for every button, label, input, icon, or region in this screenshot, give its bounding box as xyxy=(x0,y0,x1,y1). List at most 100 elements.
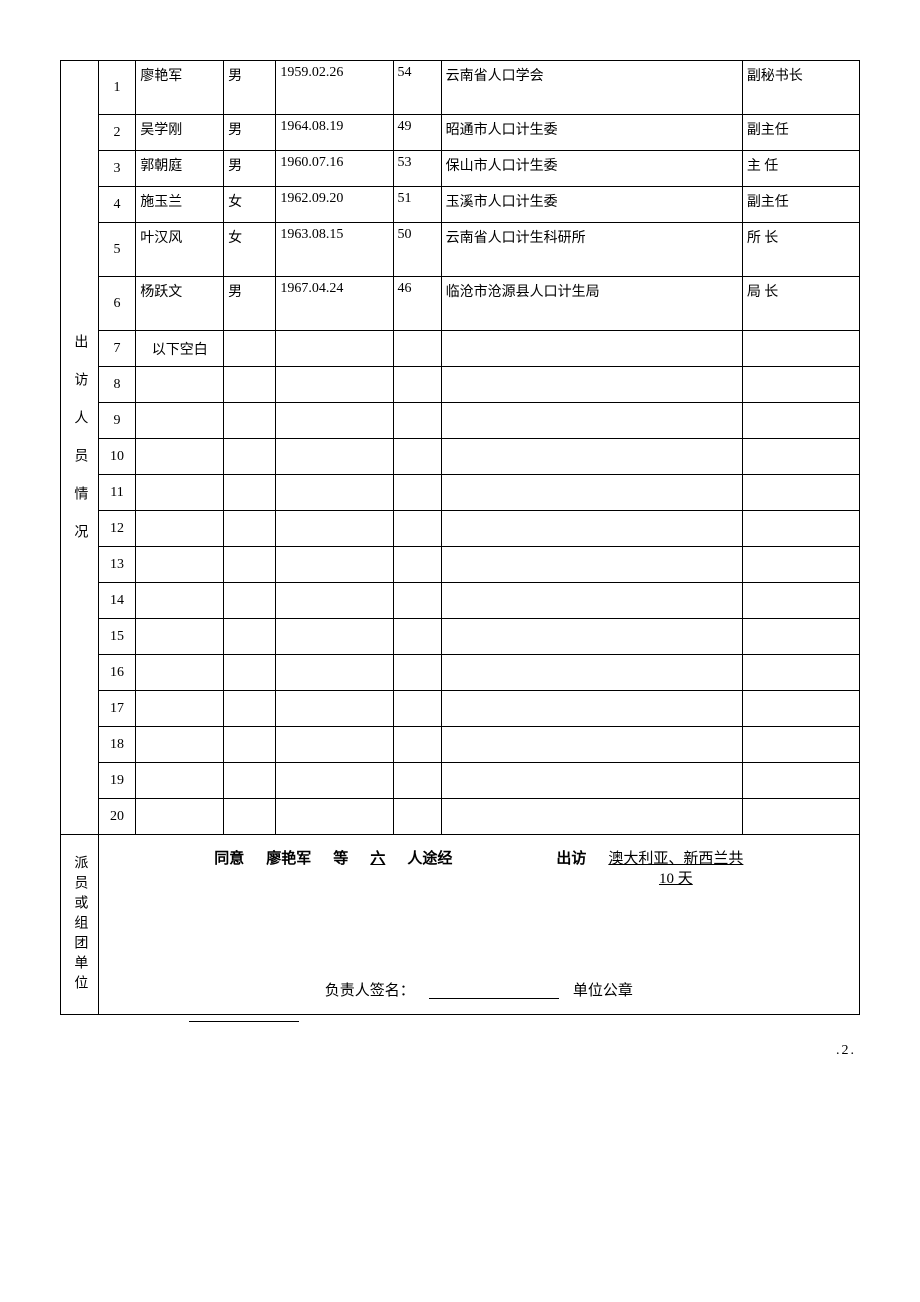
cell-age xyxy=(393,511,441,547)
cell-org xyxy=(441,475,742,511)
cell-org: 玉溪市人口计生委 xyxy=(441,187,742,223)
cell-birth xyxy=(276,583,393,619)
row-index: 18 xyxy=(98,727,136,763)
etc-label: 等 xyxy=(333,847,348,868)
table-row: 19 xyxy=(61,763,860,799)
table-row: 14 xyxy=(61,583,860,619)
row-index: 15 xyxy=(98,619,136,655)
cell-org xyxy=(441,583,742,619)
cell-name xyxy=(136,691,224,727)
cell-gender: 女 xyxy=(224,223,276,277)
via-label: 人途经 xyxy=(407,847,452,868)
table-row: 20 xyxy=(61,799,860,835)
table-row: 9 xyxy=(61,403,860,439)
cell-gender xyxy=(224,475,276,511)
cell-age: 54 xyxy=(393,61,441,115)
cell-age xyxy=(393,619,441,655)
cell-age xyxy=(393,403,441,439)
row-index: 6 xyxy=(98,277,136,331)
row-index: 12 xyxy=(98,511,136,547)
cell-birth: 1963.08.15 xyxy=(276,223,393,277)
cell-name xyxy=(136,475,224,511)
row-index: 14 xyxy=(98,583,136,619)
cell-title: 副秘书长 xyxy=(742,61,859,115)
cell-gender xyxy=(224,655,276,691)
cell-title xyxy=(742,367,859,403)
signature-line: 负责人签名： 单位公章 xyxy=(99,979,859,1000)
personnel-visit-table: 出访人员情况1廖艳军男1959.02.2654云南省人口学会副秘书长2吴学刚男1… xyxy=(60,60,860,1015)
approval-cell: 同意 廖艳军 等 六 人途经 出访 澳大利亚、新西兰共 10 天 负责人签名： … xyxy=(98,835,859,1015)
row-index: 1 xyxy=(98,61,136,115)
cell-age xyxy=(393,691,441,727)
cell-gender xyxy=(224,619,276,655)
row-index: 20 xyxy=(98,799,136,835)
row-index: 7 xyxy=(98,331,136,367)
cell-gender xyxy=(224,763,276,799)
cell-title xyxy=(742,583,859,619)
to-label: 出访 xyxy=(556,847,586,868)
cell-title xyxy=(742,511,859,547)
cell-title xyxy=(742,727,859,763)
cell-age xyxy=(393,547,441,583)
cell-title xyxy=(742,331,859,367)
cell-name: 吴学刚 xyxy=(136,115,224,151)
destination-days: 澳大利亚、新西兰共 10 天 xyxy=(608,850,743,889)
cell-birth xyxy=(276,511,393,547)
cell-birth xyxy=(276,331,393,367)
cell-age: 49 xyxy=(393,115,441,151)
cell-age xyxy=(393,331,441,367)
cell-age xyxy=(393,583,441,619)
cell-gender: 男 xyxy=(224,277,276,331)
cell-org xyxy=(441,439,742,475)
sign-blank xyxy=(429,981,559,999)
row-index: 19 xyxy=(98,763,136,799)
days-text: 10 天 xyxy=(659,870,693,890)
cell-age: 51 xyxy=(393,187,441,223)
cell-gender xyxy=(224,547,276,583)
row-index: 4 xyxy=(98,187,136,223)
cell-org: 云南省人口计生科研所 xyxy=(441,223,742,277)
row-index: 13 xyxy=(98,547,136,583)
cell-birth: 1960.07.16 xyxy=(276,151,393,187)
cell-gender xyxy=(224,331,276,367)
table-row: 8 xyxy=(61,367,860,403)
row-index: 11 xyxy=(98,475,136,511)
cell-org: 保山市人口计生委 xyxy=(441,151,742,187)
agree-label: 同意 xyxy=(214,847,244,868)
cell-gender xyxy=(224,439,276,475)
cell-age xyxy=(393,367,441,403)
table-row: 6杨跃文男1967.04.2446临沧市沧源县人口计生局局 长 xyxy=(61,277,860,331)
cell-gender: 男 xyxy=(224,61,276,115)
cell-gender xyxy=(224,691,276,727)
cell-name: 施玉兰 xyxy=(136,187,224,223)
cell-org xyxy=(441,763,742,799)
cell-name: 杨跃文 xyxy=(136,277,224,331)
cell-age: 53 xyxy=(393,151,441,187)
cell-title: 主 任 xyxy=(742,151,859,187)
cell-org xyxy=(441,799,742,835)
table-row: 17 xyxy=(61,691,860,727)
cell-birth: 1967.04.24 xyxy=(276,277,393,331)
cell-name xyxy=(136,619,224,655)
cell-gender: 男 xyxy=(224,151,276,187)
cell-org xyxy=(441,331,742,367)
cell-org xyxy=(441,691,742,727)
personnel-section-label: 出访人员情况 xyxy=(61,61,99,835)
cell-birth xyxy=(276,367,393,403)
cell-org xyxy=(441,727,742,763)
bottom-blank xyxy=(189,1007,299,1022)
cell-title xyxy=(742,439,859,475)
cell-name xyxy=(136,367,224,403)
row-index: 8 xyxy=(98,367,136,403)
seal-label: 单位公章 xyxy=(573,979,633,1000)
cell-org xyxy=(441,403,742,439)
cell-org: 昭通市人口计生委 xyxy=(441,115,742,151)
table-row: 15 xyxy=(61,619,860,655)
row-index: 5 xyxy=(98,223,136,277)
dest-text: 澳大利亚、新西兰共 xyxy=(608,850,743,870)
cell-birth xyxy=(276,763,393,799)
row-index: 2 xyxy=(98,115,136,151)
cell-title xyxy=(742,547,859,583)
cell-birth xyxy=(276,439,393,475)
cell-org xyxy=(441,547,742,583)
